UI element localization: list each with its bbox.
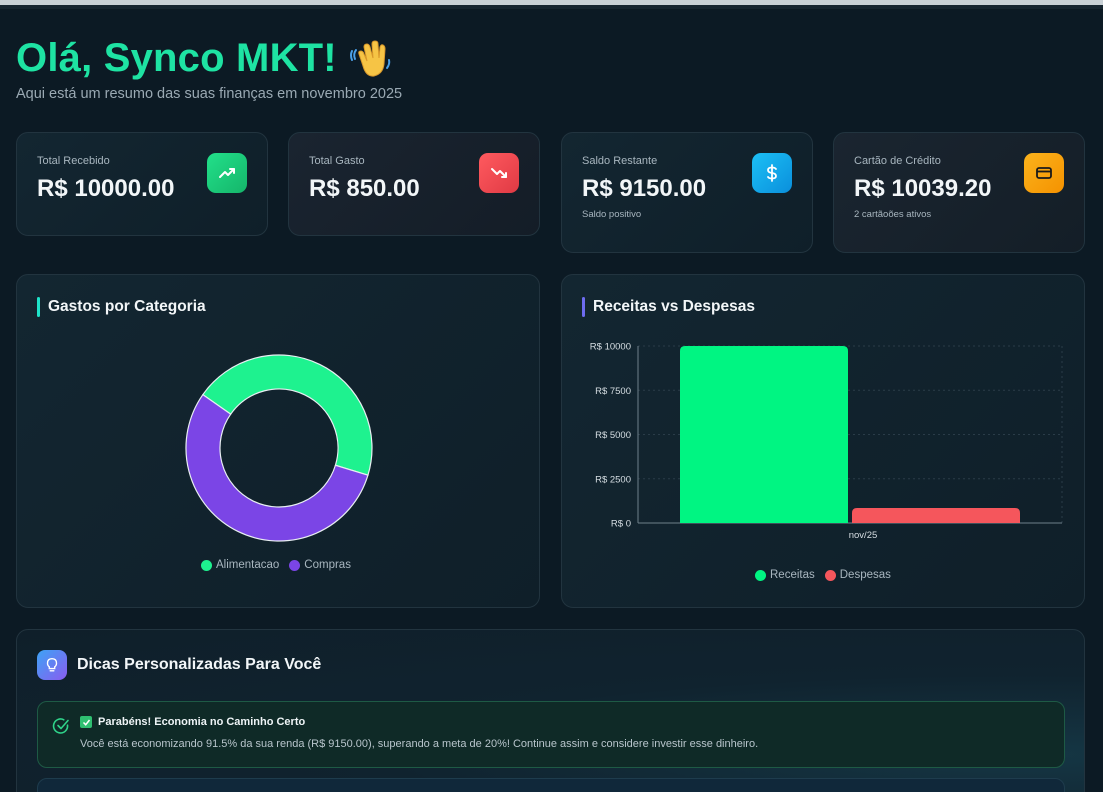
- legend-item-despesas[interactable]: Despesas: [824, 569, 891, 581]
- stat-note: Saldo positivo: [582, 209, 642, 220]
- stat-label: Total Gasto: [309, 155, 365, 167]
- bar-chart: R$ 0 R$ 2500 R$ 5000 R$ 7500 R$ 10000 nov/25: [590, 342, 1063, 541]
- credit-card-icon: [1024, 153, 1064, 193]
- window-top-border: [0, 5, 1103, 9]
- donut-chart: [185, 354, 373, 542]
- panel-title: Gastos por Categoria: [37, 297, 206, 317]
- y-tick-label: R$ 10000: [590, 342, 631, 353]
- stat-card-cartao-credito: Cartão de Crédito R$ 10039.20 2 cartãoõe…: [833, 132, 1085, 253]
- revenue-chart-title: Receitas vs Despesas: [593, 298, 756, 315]
- legend-label: Despesas: [839, 569, 891, 581]
- legend-dot: [201, 559, 212, 571]
- legend-item-receitas[interactable]: Receitas: [755, 569, 815, 581]
- legend-label: Alimentacao: [216, 559, 280, 571]
- panel-title: Receitas vs Despesas: [582, 297, 755, 317]
- y-tick-label: R$ 7500: [595, 386, 631, 397]
- x-tick-label: nov/25: [849, 530, 878, 541]
- dollar-icon: [752, 153, 792, 193]
- legend-item-alimentacao[interactable]: Alimentacao: [201, 559, 279, 571]
- stat-card-total-recebido: Total Recebido R$ 10000.00: [16, 132, 268, 236]
- y-tick-label: R$ 2500: [595, 474, 631, 485]
- page-subtitle: Aqui está um resumo das suas finanças em…: [16, 86, 403, 102]
- check-box-icon: [80, 716, 92, 728]
- revenue-chart-panel: Receitas vs Despesas R$ 0 R$ 2500 R$ 5000 R…: [561, 274, 1085, 608]
- stat-value: R$ 850.00: [309, 175, 420, 202]
- stat-label: Total Recebido: [37, 155, 110, 167]
- greeting-title: Olá, Synco MKT!: [16, 36, 337, 80]
- stat-value: R$ 9150.00: [582, 175, 707, 202]
- tip-item: Parabéns! Economia no Caminho Certo Você…: [37, 701, 1065, 768]
- stat-note: 2 cartãoões ativos: [854, 209, 932, 220]
- legend-item-compras[interactable]: Compras: [289, 559, 351, 571]
- legend-dot: [824, 569, 836, 581]
- tip-title: Parabéns! Economia no Caminho Certo: [80, 716, 305, 728]
- tip-title-text: Parabéns! Economia no Caminho Certo: [98, 716, 306, 728]
- tip-text: Você está economizando 91.5% da sua rend…: [80, 738, 759, 750]
- bar-despesas[interactable]: [852, 507, 1020, 523]
- legend-dot: [755, 569, 766, 581]
- y-tick-label: R$ 0: [611, 519, 631, 530]
- check-circle-icon: [52, 718, 69, 734]
- stat-card-total-gasto: Total Gasto R$ 850.00: [288, 132, 540, 236]
- category-chart-title: Gastos por Categoria: [48, 298, 206, 315]
- bar-receitas[interactable]: [680, 346, 848, 523]
- legend-label: Compras: [304, 559, 351, 571]
- stat-card-saldo-restante: Saldo Restante R$ 9150.00 Saldo positivo: [561, 132, 813, 253]
- lightbulb-icon: [37, 650, 67, 680]
- bar-legend: Receitas Despesas: [755, 569, 891, 581]
- trending-up-icon: [207, 153, 247, 193]
- legend-dot: [289, 559, 301, 571]
- stat-label: Cartão de Crédito: [854, 155, 941, 167]
- title-accent-bar: [582, 297, 585, 317]
- tips-panel: Dicas Personalizadas Para Você Parabéns!…: [16, 629, 1085, 792]
- waving-hand-icon: [349, 40, 391, 77]
- donut-slice-compras[interactable]: [185, 393, 369, 542]
- trending-down-icon: [479, 153, 519, 193]
- stat-value: R$ 10000.00: [37, 175, 175, 202]
- category-chart-panel: Gastos por Categoria Alimentacao Compras: [16, 274, 540, 608]
- y-tick-label: R$ 5000: [595, 430, 631, 441]
- stat-label: Saldo Restante: [582, 155, 658, 167]
- donut-slice-alimentacao[interactable]: [201, 354, 373, 476]
- window-top-edge: [0, 0, 1103, 5]
- title-accent-bar: [37, 297, 40, 317]
- stat-value: R$ 10039.20: [854, 175, 992, 202]
- greeting: Olá, Synco MKT!: [16, 36, 393, 80]
- tips-title: Dicas Personalizadas Para Você: [77, 656, 322, 673]
- legend-label: Receitas: [770, 569, 815, 581]
- donut-legend: Alimentacao Compras: [201, 559, 351, 571]
- tip-item: [37, 778, 1065, 792]
